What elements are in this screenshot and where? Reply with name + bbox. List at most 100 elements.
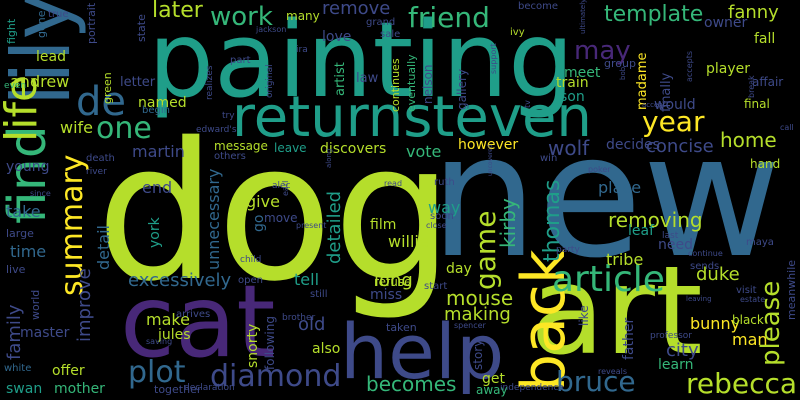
word-bunny: bunny: [690, 314, 741, 333]
word-gallery: gallery: [455, 68, 469, 110]
word-fanny: fanny: [728, 2, 779, 23]
word-martin: martin: [132, 142, 185, 161]
word-train: train: [556, 75, 589, 91]
word-home: home: [720, 128, 777, 152]
word-ivy: ivy: [510, 27, 525, 38]
word-jackson: jackson: [256, 25, 287, 34]
word-also: also: [312, 341, 341, 357]
word-read: read: [384, 179, 403, 188]
word-story: story: [471, 339, 485, 370]
word-city: city: [666, 340, 699, 361]
word-green: green: [101, 72, 114, 104]
word-master: master: [20, 325, 70, 341]
word-fall: fall: [754, 31, 776, 47]
word-child: child: [240, 255, 262, 265]
word-open: open: [238, 275, 263, 286]
word-original: original: [265, 64, 275, 98]
word-young: young: [6, 159, 50, 175]
word-group: group: [604, 57, 636, 70]
word-vote: vote: [406, 142, 442, 161]
word-earl: earl: [281, 180, 290, 196]
word-accepts: accepts: [685, 50, 694, 82]
word-work: work: [210, 2, 273, 32]
word-live: live: [6, 263, 26, 276]
word-time: time: [10, 242, 47, 261]
word-death: death: [86, 153, 115, 164]
word-present: present: [296, 221, 327, 230]
word-maya: maya: [746, 237, 774, 248]
word-make: make: [146, 310, 190, 329]
word-break: break: [747, 75, 756, 98]
word-reveals: reveals: [598, 367, 627, 376]
word-sale: sale: [380, 29, 401, 40]
word-win: win: [540, 153, 558, 164]
word-try: try: [222, 111, 235, 121]
word-player: player: [706, 61, 751, 77]
word-article: article: [552, 259, 665, 300]
word-bruce: bruce: [556, 365, 636, 398]
word-rebecca: rebecca: [686, 367, 798, 400]
word-professor: professor: [650, 331, 693, 341]
word-plot: plot: [128, 355, 186, 390]
word-take: take: [6, 202, 41, 221]
word-york: york: [147, 217, 163, 248]
word-gene: gene: [35, 10, 48, 39]
word-kirby: kirby: [496, 198, 520, 248]
word-improve: improve: [74, 268, 95, 342]
word-final: final: [744, 97, 770, 111]
word-named: named: [138, 95, 187, 111]
word-becomes: becomes: [366, 372, 457, 396]
word-friend: friend: [408, 1, 490, 34]
word-discovers: discovers: [320, 141, 387, 157]
word-returnsteven: returnsteven: [232, 85, 592, 150]
word-remove: remove: [322, 0, 391, 19]
word-ruth: ruth: [434, 177, 455, 188]
word-wife: wife: [60, 118, 94, 137]
word-tribe: tribe: [606, 250, 644, 269]
word-affair: affair: [752, 75, 784, 89]
word-diamond: diamond: [210, 359, 342, 394]
word-call: call: [780, 123, 794, 132]
word-world: world: [29, 289, 42, 320]
word-declaration: declaration: [184, 383, 235, 393]
word-artist: artist: [333, 62, 348, 96]
word-decides: decides: [606, 137, 660, 153]
word-close: close: [426, 221, 447, 230]
word-owner: owner: [704, 15, 748, 31]
word-law: law: [356, 71, 379, 86]
word-painting: painting: [148, 0, 575, 121]
word-get: get: [482, 371, 505, 387]
word-independence: independence: [500, 383, 564, 393]
word-continues: continues: [389, 58, 402, 112]
word-uncovered: uncovered: [487, 144, 494, 176]
word-making: making: [444, 304, 511, 325]
word-love: love: [322, 29, 352, 45]
word-bob: bob: [619, 66, 627, 80]
word-day: day: [446, 261, 472, 277]
word-still: still: [310, 289, 328, 300]
word-may: may: [574, 36, 631, 66]
word-continue: continue: [688, 249, 723, 258]
word-place: place: [598, 178, 642, 197]
word-refuse: refuse: [374, 275, 412, 289]
word-large: large: [6, 227, 34, 240]
word-last: last: [662, 231, 679, 241]
word-jules: jules: [158, 327, 191, 343]
word-de: de: [76, 79, 126, 125]
word-tv: tv: [523, 100, 532, 108]
word-learn: learn: [658, 357, 694, 373]
word-lead: lead: [36, 49, 66, 65]
word-help: help: [340, 307, 505, 396]
word-detail: detail: [94, 225, 113, 270]
word-edward: edward's: [196, 125, 237, 135]
word-since: since: [30, 189, 51, 198]
word-away: away: [476, 383, 508, 397]
word-excessively: excessively: [128, 270, 232, 291]
word-snorty: snorty: [245, 323, 261, 368]
word-mother: mother: [54, 381, 105, 397]
word-mouse: mouse: [446, 286, 514, 310]
word-together: together: [154, 383, 202, 396]
word-fight: fight: [5, 18, 18, 44]
word-accept: accept: [642, 101, 666, 109]
